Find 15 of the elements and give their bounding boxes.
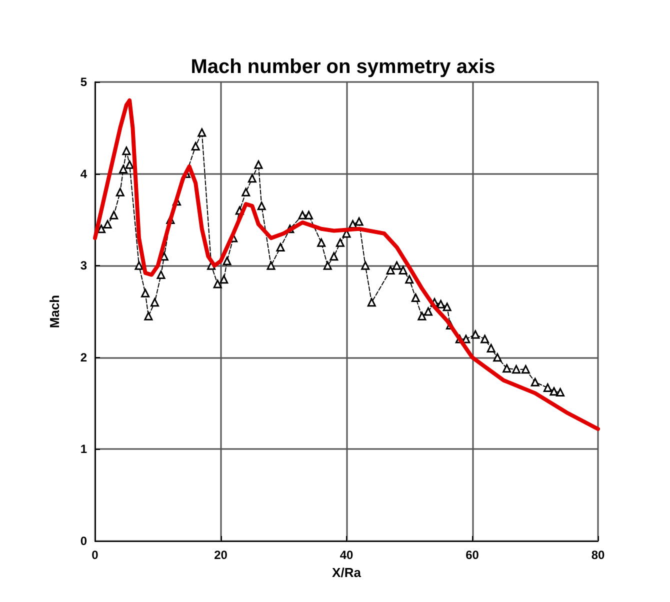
x-tick-label: 80 bbox=[591, 548, 605, 562]
x-tick-label: 20 bbox=[214, 548, 228, 562]
x-tick-label: 0 bbox=[92, 548, 99, 562]
x-tick-label: 60 bbox=[466, 548, 480, 562]
y-tick-label: 1 bbox=[80, 442, 88, 456]
y-tick-label: 0 bbox=[80, 534, 88, 548]
y-axis-title: Mach bbox=[47, 294, 62, 328]
x-tick-label: 40 bbox=[340, 548, 354, 562]
chart-title: Mach number on symmetry axis bbox=[190, 56, 496, 78]
line-series bbox=[93, 98, 600, 432]
x-axis-title: X/Ra bbox=[332, 564, 362, 580]
y-tick-label: 3 bbox=[80, 258, 88, 273]
y-tick-label: 4 bbox=[80, 166, 88, 181]
y-tick-label: 5 bbox=[80, 75, 88, 89]
y-tick-label: 2 bbox=[80, 350, 88, 364]
